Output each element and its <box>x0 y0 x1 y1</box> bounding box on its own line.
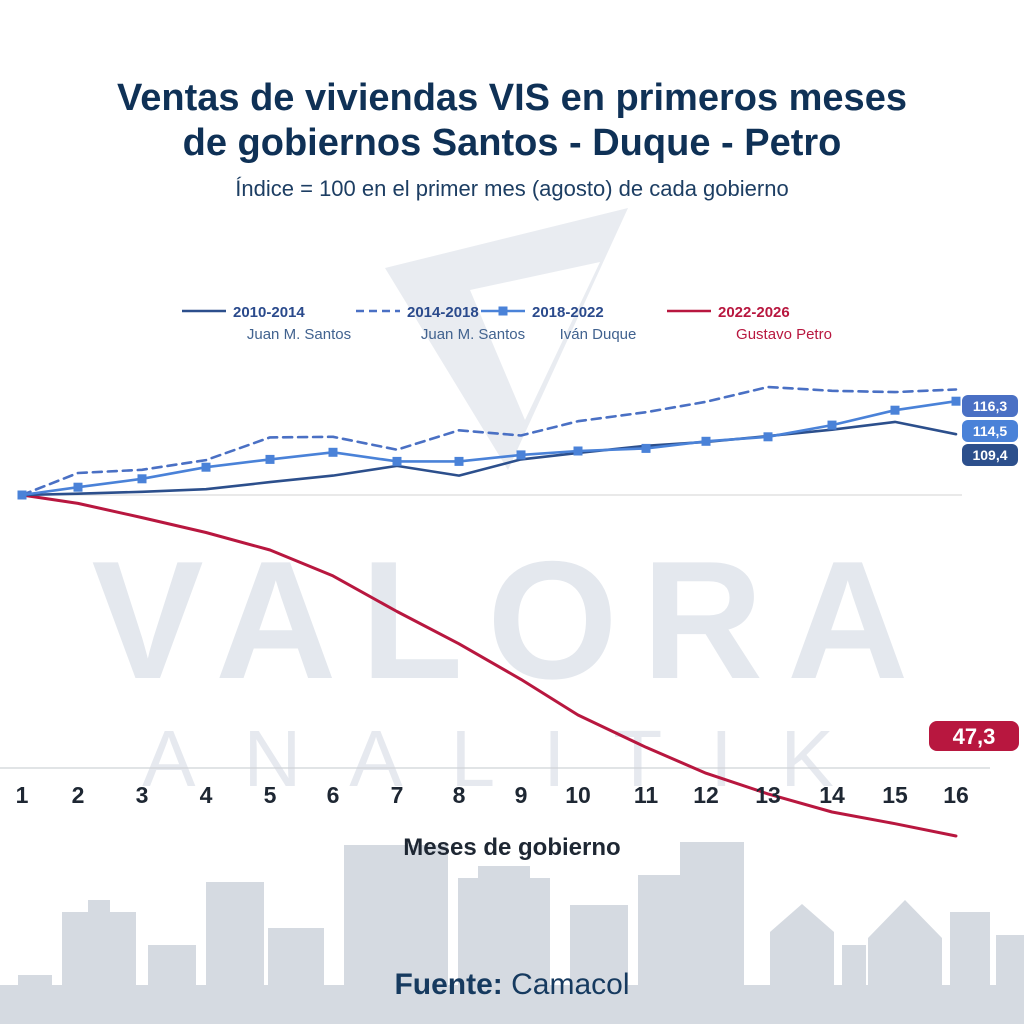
x-tick-label: 12 <box>693 782 719 808</box>
watermark: VALORA ANALITIK <box>92 208 933 803</box>
chart-title: Ventas de viviendas VIS en primeros mese… <box>0 76 1024 166</box>
watermark-sub: ANALITIK <box>142 714 882 803</box>
legend-20142018-name: 2014-2018 <box>407 304 479 321</box>
series-20222026-end-label: 47,3 <box>929 721 1019 751</box>
legend-20102014: 2010-2014 Juan M. Santos <box>182 304 351 343</box>
legend-20102014-sublabel: Juan M. Santos <box>247 326 351 343</box>
series-layer <box>20 385 958 838</box>
x-tick-label: 5 <box>264 782 277 808</box>
series-20142018-end-label-box <box>962 395 1018 417</box>
legend-20182022: 2018-2022 Iván Duque <box>481 304 636 343</box>
series-20182022-line <box>20 399 958 497</box>
series-20182022-point <box>17 490 27 500</box>
series-20102014-end-label: 109,4 <box>962 444 1018 466</box>
x-tick-label: 14 <box>819 782 845 808</box>
skyline <box>0 842 1024 1024</box>
x-tick-label: 11 <box>634 782 659 808</box>
series-20182022-point <box>265 454 275 464</box>
x-tick-label: 4 <box>200 782 213 808</box>
x-tick-label: 3 <box>136 782 149 808</box>
x-tick-label: 8 <box>453 782 466 808</box>
series-20182022-point <box>392 456 402 466</box>
legend-20222026-sublabel: Gustavo Petro <box>736 326 832 343</box>
series-20182022-point <box>328 447 338 457</box>
series-20142018-line <box>20 385 958 497</box>
legend-20222026: 2022-2026 Gustavo Petro <box>667 304 832 343</box>
end-labels-layer: 47,3 109,4 116,3 114,5 <box>929 395 1019 751</box>
legend-20182022-sublabel: Iván Duque <box>560 326 637 343</box>
x-tick-label: 10 <box>565 782 591 808</box>
series-20182022-end-label: 114,5 <box>962 420 1018 442</box>
series-20182022-end-label-box <box>962 420 1018 442</box>
watermark-main: VALORA <box>92 526 933 714</box>
x-tick-label: 2 <box>72 782 85 808</box>
x-tick-label: 7 <box>391 782 404 808</box>
series-20182022-point <box>827 420 837 430</box>
legend-20222026-name: 2022-2026 <box>718 304 790 321</box>
series-20222026-end-label-text: 47,3 <box>953 724 996 749</box>
series-20102014-line <box>20 420 958 497</box>
series-20182022-point <box>951 396 961 406</box>
x-tick-label: 1 <box>16 782 29 808</box>
legend: 2010-2014 Juan M. Santos 2014-2018 Juan M. … <box>182 304 832 343</box>
legend-20102014-name: 2010-2014 <box>233 304 305 321</box>
legend-20182022-swatch-marker <box>498 306 508 316</box>
series-20142018-end-label-text: 116,3 <box>973 398 1007 414</box>
x-tick-label: 16 <box>943 782 969 808</box>
series-20182022-point <box>201 462 211 472</box>
series-20182022-point <box>73 482 83 492</box>
series-20182022-point <box>701 436 711 446</box>
source-label: Fuente: <box>394 968 503 1001</box>
chart-subtitle: Índice = 100 en el primer mes (agosto) d… <box>235 176 789 201</box>
chart-title-line-1: Ventas de viviendas VIS en primeros mese… <box>117 77 907 119</box>
series-20182022-end-label-text: 114,5 <box>973 423 1007 439</box>
series-20142018-end-label: 116,3 <box>962 395 1018 417</box>
series-20102014-end-label-text: 109,4 <box>972 447 1007 463</box>
legend-20142018-sublabel: Juan M. Santos <box>421 326 525 343</box>
series-20182022-point <box>454 456 464 466</box>
x-tick-label: 9 <box>515 782 528 808</box>
x-tick-labels: 1 2 3 4 5 6 7 8 9 10 11 12 13 14 15 16 <box>16 782 969 808</box>
series-20182022-point <box>890 405 900 415</box>
series-20102014-end-label-box <box>962 444 1018 466</box>
chart-title-line-2: de gobiernos Santos - Duque - Petro <box>182 122 842 164</box>
legend-20182022-name: 2018-2022 <box>532 304 604 321</box>
series-20182022-point <box>516 450 526 460</box>
series-20182022-point <box>573 446 583 456</box>
series-20182022-point <box>137 474 147 484</box>
source-value: Camacol <box>511 968 630 1001</box>
series-20222026-end-label-box <box>929 721 1019 751</box>
watermark-wing-logo <box>385 208 628 470</box>
x-tick-label: 6 <box>327 782 340 808</box>
source-note: Fuente: Camacol <box>0 968 1024 1002</box>
series-20182022-point <box>641 443 651 453</box>
series-20222026-line <box>20 493 958 838</box>
series-20182022-point <box>763 432 773 442</box>
markers-layer <box>17 396 961 500</box>
x-axis-label: Meses de gobierno <box>403 834 621 861</box>
x-tick-label: 15 <box>882 782 908 808</box>
legend-20142018: 2014-2018 Juan M. Santos <box>356 304 525 343</box>
x-tick-label: 13 <box>755 782 781 808</box>
